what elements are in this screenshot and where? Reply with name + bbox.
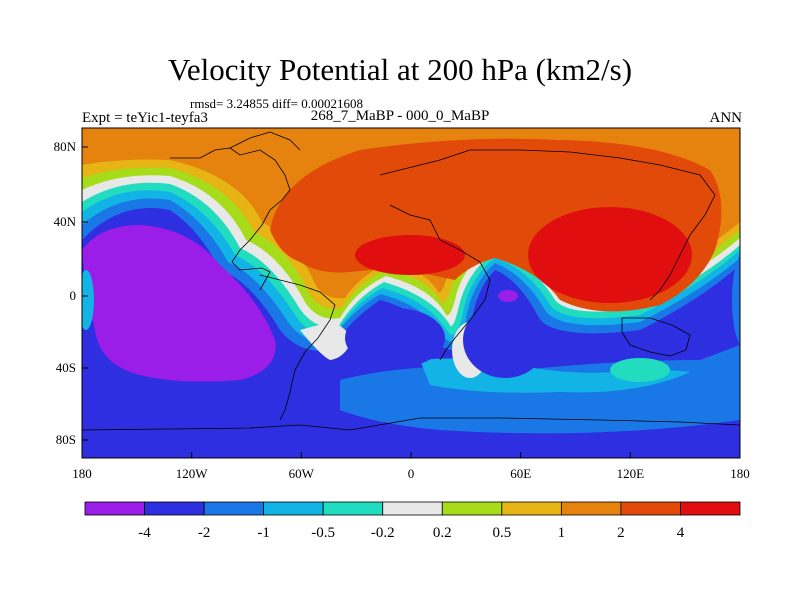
y-axis: 80N 40N 0 40S 80S	[54, 139, 88, 447]
colorbar-swatch	[322, 501, 384, 516]
colorbar-label: -4	[138, 525, 151, 541]
australia-coast	[621, 317, 691, 357]
y-tick-label: 80S	[56, 432, 76, 447]
x-tick-label: 120E	[617, 466, 645, 481]
colorbar-swatch	[501, 501, 562, 516]
y-tick-label: 40N	[54, 214, 77, 229]
colorbar-swatch	[203, 501, 265, 516]
antarctica-coast	[82, 417, 740, 431]
pacific-low-core	[82, 225, 276, 382]
x-tick-label: 60W	[289, 466, 315, 481]
rmsd-text: rmsd= 3.24855 diff= 0.00021608	[190, 96, 363, 111]
eurasia-coast	[379, 149, 716, 301]
north-africa-high	[355, 235, 465, 275]
colorbar-label: 0.5	[492, 525, 511, 541]
y-tick-label: 80N	[54, 139, 77, 154]
colorbar-label: 2	[617, 525, 625, 541]
experiment-label: Expt = teYic1-teyfa3	[82, 110, 208, 126]
colorbar-swatch	[680, 501, 741, 516]
colorbar: -4 -2 -1 -0.5 -0.2 0.2 0.5 1 2 4	[84, 501, 741, 541]
contour-field	[82, 128, 740, 458]
africa-coast	[389, 204, 491, 361]
colorbar-label: -0.2	[371, 525, 395, 541]
greenland-coast	[229, 131, 301, 151]
colorbar-label: -2	[198, 525, 211, 541]
africa-low-spot	[498, 290, 518, 302]
colorbar-label: -0.5	[311, 525, 335, 541]
southern-ocean-patch	[610, 358, 670, 382]
south-america-coast	[259, 274, 336, 421]
colorbar-swatch	[441, 501, 503, 516]
x-tick-label: 60E	[510, 466, 531, 481]
south-asia-high	[528, 207, 692, 303]
west-edge-patch	[82, 270, 94, 330]
south-america-tongue	[300, 322, 352, 360]
x-tick-label: 0	[408, 466, 415, 481]
colorbar-label: 0.2	[433, 525, 452, 541]
colorbar-label: -1	[257, 525, 270, 541]
x-tick-label: 120W	[176, 466, 209, 481]
east-edge-low	[732, 254, 740, 346]
colorbar-swatch	[84, 501, 145, 516]
colorbar-swatch	[263, 501, 324, 516]
x-tick-label: 180	[730, 466, 750, 481]
y-tick-label: 40S	[56, 360, 76, 375]
chart-title: Velocity Potential at 200 hPa (km2/s)	[167, 52, 633, 87]
indian-ocean-low	[463, 302, 547, 378]
colorbar-swatch	[382, 501, 443, 516]
period-subtitle: 268_7_MaBP - 000_0_MaBP	[310, 108, 490, 124]
colorbar-label: 4	[677, 525, 685, 541]
y-tick-label: 0	[70, 288, 77, 303]
colorbar-swatch	[144, 501, 205, 516]
x-tick-label: 180	[72, 466, 92, 481]
season-label: ANN	[709, 110, 743, 126]
colorbar-label: 1	[558, 525, 566, 541]
x-axis: 180 120W 60W 0 60E 120E 180	[72, 452, 750, 481]
atlantic-low	[345, 308, 445, 368]
coastlines	[82, 131, 740, 431]
colorbar-swatch	[560, 501, 622, 516]
colorbar-swatch	[620, 501, 681, 516]
